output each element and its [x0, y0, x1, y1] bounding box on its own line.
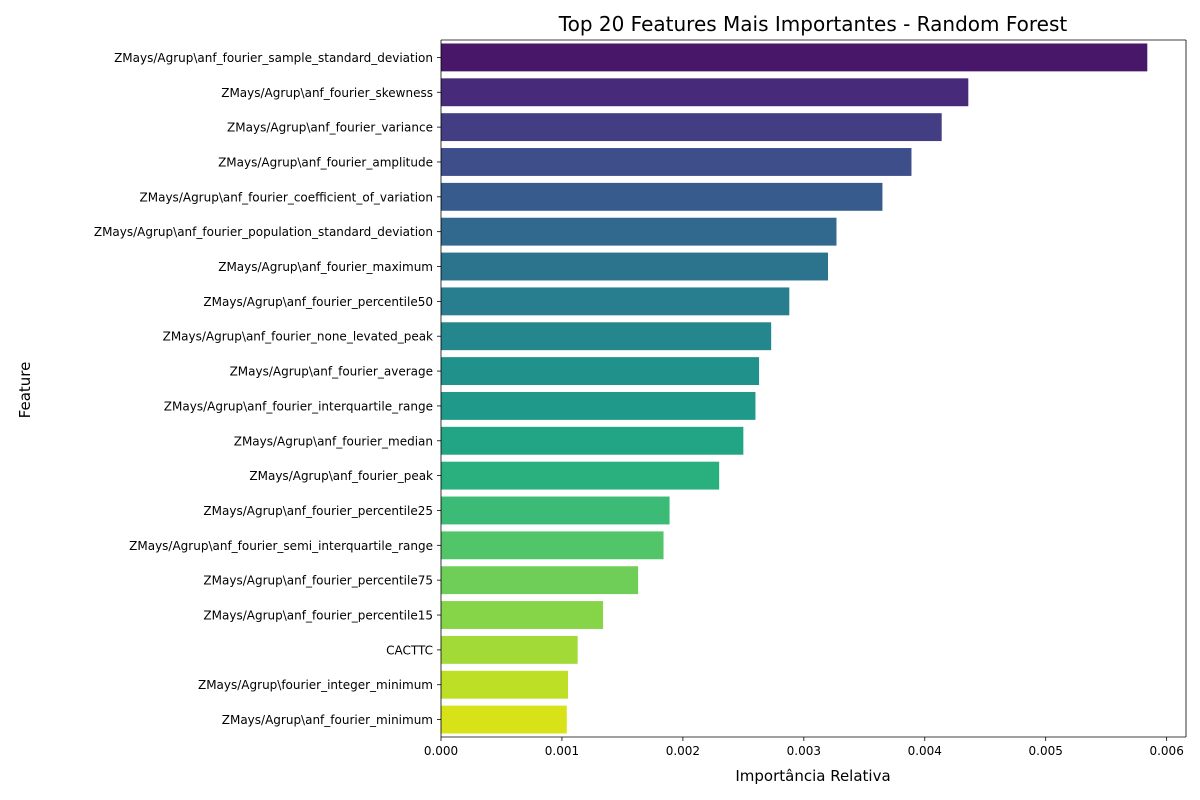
y-tick-label: ZMays/Agrup\anf_fourier_population_stand…: [94, 225, 433, 239]
y-tick-label: ZMays/Agrup\anf_fourier_sample_standard_…: [114, 51, 433, 65]
bar: [441, 531, 664, 560]
y-tick-label: ZMays/Agrup\anf_fourier_interquartile_ra…: [164, 399, 433, 413]
bar: [441, 601, 604, 629]
y-tick-label: ZMays/Agrup\anf_fourier_percentile50: [203, 295, 433, 309]
bar: [441, 252, 829, 281]
y-tick-label: ZMays/Agrup\anf_fourier_percentile15: [203, 609, 433, 623]
bars-group: [441, 43, 1148, 734]
y-tick-label: ZMays/Agrup\anf_fourier_semi_interquarti…: [129, 539, 433, 553]
bar: [441, 357, 760, 386]
bar: [441, 705, 567, 734]
y-tick-label: ZMays/Agrup\fourier_integer_minimum: [198, 678, 433, 692]
y-tick-label: ZMays/Agrup\anf_fourier_skewness: [221, 86, 433, 100]
bar: [441, 182, 883, 211]
y-tick-label: ZMays/Agrup\anf_fourier_maximum: [218, 260, 433, 274]
y-tick-label: ZMays/Agrup\anf_fourier_percentile25: [203, 504, 433, 518]
bar: [441, 496, 670, 525]
bar: [441, 670, 568, 699]
y-tick-label: ZMays/Agrup\anf_fourier_percentile75: [203, 574, 433, 588]
y-tick-label: ZMays/Agrup\anf_fourier_variance: [227, 121, 433, 135]
x-axis-label: Importância Relativa: [735, 767, 890, 785]
x-axis: 0.000 0.001 0.002 0.003 0.004 0.005 0.006: [424, 39, 1187, 758]
bar: [441, 461, 720, 490]
bar: [441, 217, 837, 246]
bar: [441, 287, 790, 316]
y-tick-label: ZMays/Agrup\anf_fourier_average: [230, 365, 433, 379]
bar: [441, 391, 756, 420]
bar: [441, 635, 578, 664]
x-tick-label: 0.006: [1149, 744, 1183, 758]
bar: [441, 148, 912, 176]
bar: [441, 78, 969, 107]
bar: [441, 566, 639, 595]
x-tick-label: 0.003: [787, 744, 821, 758]
bar: [441, 113, 942, 142]
chart-title: Top 20 Features Mais Importantes - Rando…: [558, 12, 1068, 36]
x-tick-label: 0.001: [545, 744, 579, 758]
y-tick-label: ZMays/Agrup\anf_fourier_minimum: [222, 713, 433, 727]
x-tick-label: 0.004: [908, 744, 942, 758]
y-tick-label: ZMays/Agrup\anf_fourier_none_levated_pea…: [163, 330, 433, 344]
x-tick-label: 0.002: [666, 744, 700, 758]
x-tick-label: 0.005: [1029, 744, 1063, 758]
y-tick-labels: ZMays/Agrup\anf_fourier_sample_standard_…: [94, 51, 441, 727]
y-tick-label: ZMays/Agrup\anf_fourier_peak: [249, 469, 433, 483]
y-axis-label: Feature: [16, 362, 34, 419]
bar: [441, 426, 744, 455]
bar: [441, 322, 772, 351]
x-tick-label: 0.000: [424, 744, 458, 758]
y-tick-label: CACTTC: [386, 643, 433, 657]
y-tick-label: ZMays/Agrup\anf_fourier_amplitude: [218, 155, 433, 169]
y-tick-label: ZMays/Agrup\anf_fourier_coefficient_of_v…: [140, 190, 433, 204]
bar: [441, 43, 1148, 72]
y-tick-label: ZMays/Agrup\anf_fourier_median: [234, 434, 433, 448]
